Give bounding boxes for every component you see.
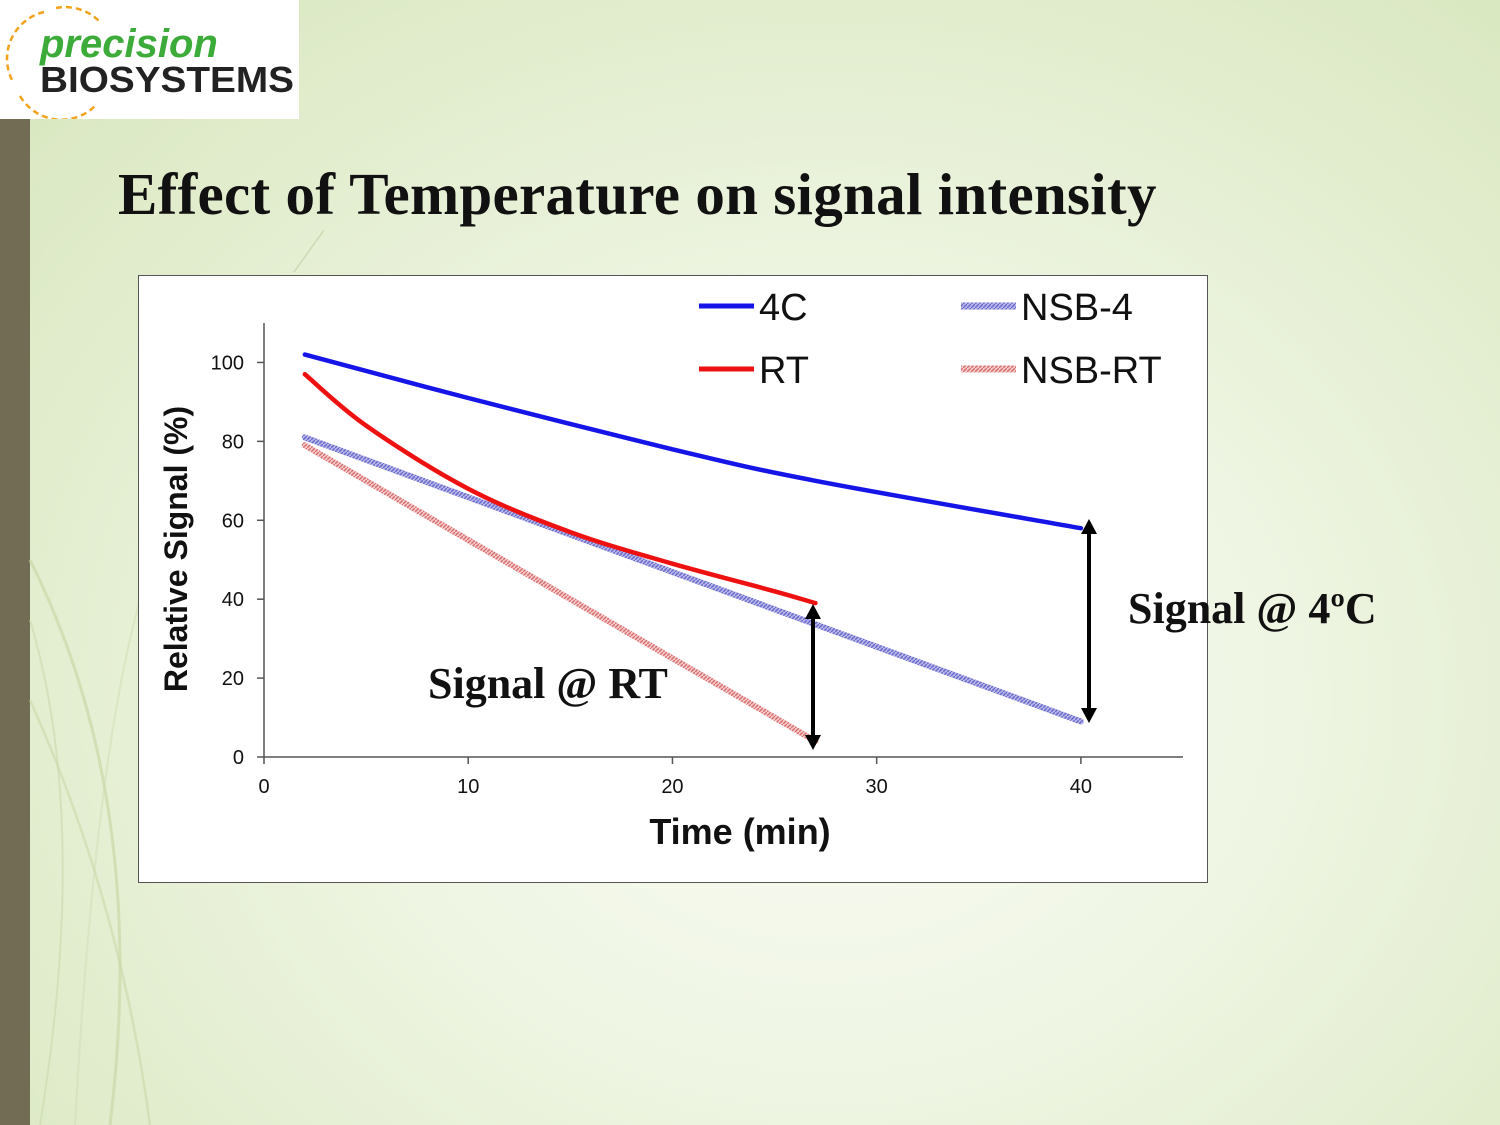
chart-axes (263, 323, 1183, 758)
y-tick-label: 20 (222, 668, 244, 690)
y-tick-label: 40 (222, 589, 244, 611)
sidebar-accent-bar (0, 118, 30, 1125)
signal-4c-annotation: Signal @ 4ºC (1128, 584, 1377, 633)
x-tick-label: 30 (866, 776, 888, 798)
x-tick-label: 0 (258, 776, 269, 798)
legend-label: 4C (759, 287, 808, 329)
x-axis-title: Time (min) (649, 811, 830, 852)
logo-precision-text: precision (39, 22, 218, 66)
series-line-nsb-rt (301, 442, 819, 745)
4c-difference-arrow (1081, 519, 1097, 723)
x-tick-label: 40 (1070, 776, 1092, 798)
line-chart: 0 20 40 60 80 100 0 10 20 30 40 4C RT NSB-4 NSB-RT Ti… (158, 287, 1183, 852)
y-tick-label: 60 (222, 510, 244, 532)
y-tick-label: 80 (222, 431, 244, 453)
y-tick-label: 100 (211, 352, 244, 374)
logo-biosystems-text: BIOSYSTEMS (40, 59, 294, 100)
legend-label: NSB-4 (1021, 287, 1133, 329)
slide-title: Effect of Temperature on signal intensit… (118, 161, 1157, 227)
logo-gear-icon: precision BIOSYSTEMS (5, 5, 294, 121)
difference-arrows (805, 519, 1097, 750)
signal-rt-annotation: Signal @ RT (428, 659, 668, 708)
series-line-4c (302, 352, 1084, 531)
x-tick-label: 10 (457, 776, 479, 798)
series-line-rt (302, 372, 818, 606)
chart-frame: 0 20 40 60 80 100 0 10 20 30 40 4C RT NSB-4 NSB-RT Ti… (138, 275, 1208, 883)
y-axis-title: Relative Signal (%) (158, 406, 194, 692)
x-tick-label: 20 (661, 776, 683, 798)
y-tick-label: 0 (233, 747, 244, 769)
legend-label: NSB-RT (1021, 350, 1162, 392)
legend-label: RT (759, 350, 809, 392)
rt-difference-arrow (805, 604, 821, 750)
series-line-nsb-4 (301, 434, 1084, 725)
company-logo: precision BIOSYSTEMS (0, 0, 299, 121)
